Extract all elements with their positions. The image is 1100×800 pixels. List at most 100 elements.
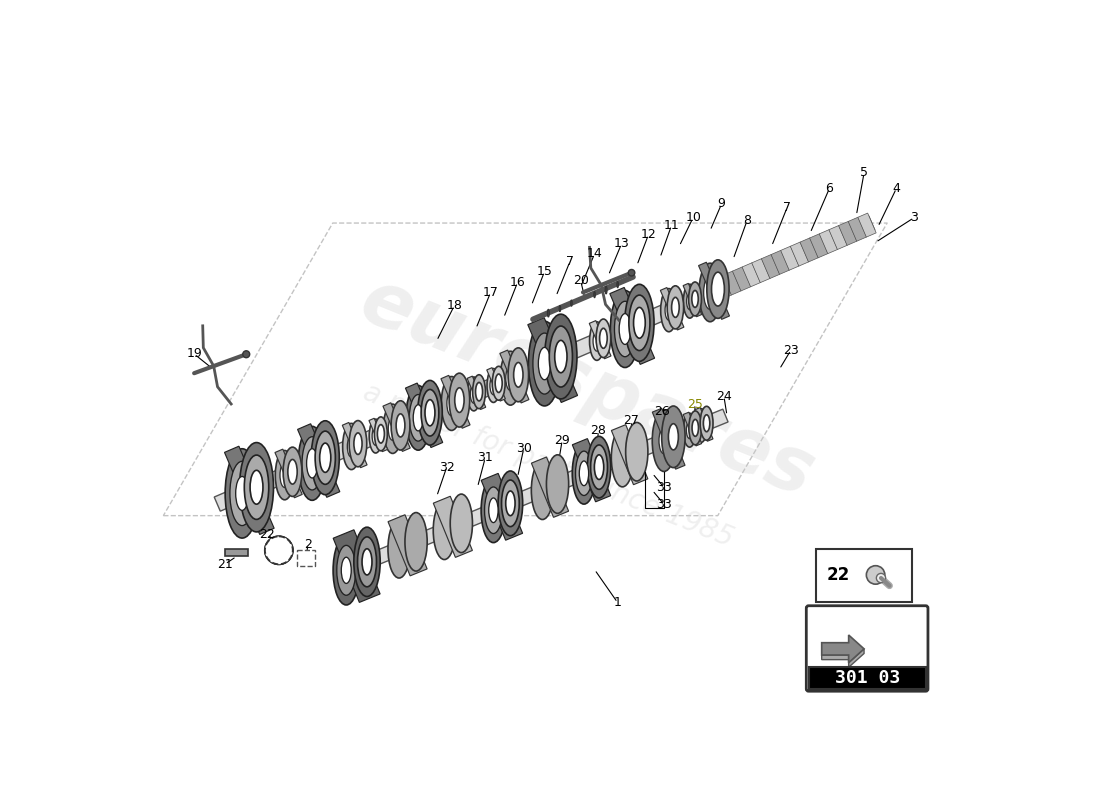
Polygon shape <box>433 496 472 558</box>
Ellipse shape <box>320 443 331 472</box>
Polygon shape <box>771 250 790 274</box>
Ellipse shape <box>700 406 713 440</box>
Ellipse shape <box>441 377 462 430</box>
Text: 24: 24 <box>716 390 732 403</box>
Ellipse shape <box>348 436 355 458</box>
Ellipse shape <box>318 438 333 478</box>
Ellipse shape <box>698 263 722 322</box>
Ellipse shape <box>666 300 673 320</box>
Text: 14: 14 <box>586 247 603 260</box>
Ellipse shape <box>226 449 260 538</box>
Polygon shape <box>487 368 505 401</box>
Ellipse shape <box>617 282 618 288</box>
Text: 7: 7 <box>783 201 791 214</box>
Ellipse shape <box>244 455 268 519</box>
Polygon shape <box>333 530 381 602</box>
Ellipse shape <box>508 348 529 402</box>
Ellipse shape <box>554 340 566 373</box>
Ellipse shape <box>506 491 515 516</box>
Polygon shape <box>683 412 702 446</box>
Ellipse shape <box>689 282 702 316</box>
Ellipse shape <box>388 418 397 440</box>
Polygon shape <box>800 238 818 262</box>
FancyBboxPatch shape <box>297 550 315 566</box>
Ellipse shape <box>486 493 500 528</box>
Circle shape <box>867 566 884 584</box>
Polygon shape <box>822 635 865 662</box>
Ellipse shape <box>383 404 402 454</box>
Ellipse shape <box>418 381 442 445</box>
Ellipse shape <box>492 366 505 400</box>
Ellipse shape <box>689 411 702 445</box>
Ellipse shape <box>612 428 634 487</box>
Ellipse shape <box>488 498 498 522</box>
Text: 29: 29 <box>554 434 570 446</box>
Ellipse shape <box>298 426 327 500</box>
Ellipse shape <box>594 455 604 479</box>
Ellipse shape <box>406 386 430 450</box>
Ellipse shape <box>625 284 654 362</box>
Ellipse shape <box>500 351 520 405</box>
Ellipse shape <box>549 326 572 387</box>
Text: 10: 10 <box>685 211 701 224</box>
Circle shape <box>265 537 293 564</box>
Text: 12: 12 <box>640 228 657 241</box>
Ellipse shape <box>250 470 263 504</box>
Ellipse shape <box>360 542 374 581</box>
Text: 23: 23 <box>783 344 799 357</box>
Ellipse shape <box>372 427 379 446</box>
Ellipse shape <box>409 394 427 441</box>
Ellipse shape <box>572 442 596 504</box>
Ellipse shape <box>707 260 729 318</box>
Ellipse shape <box>578 456 591 490</box>
Polygon shape <box>683 283 702 317</box>
Ellipse shape <box>411 400 425 436</box>
Ellipse shape <box>425 400 435 426</box>
Ellipse shape <box>490 376 497 394</box>
Polygon shape <box>733 267 751 291</box>
Ellipse shape <box>475 382 483 401</box>
Ellipse shape <box>370 419 382 453</box>
Text: 25: 25 <box>686 398 703 410</box>
Ellipse shape <box>669 424 679 450</box>
Ellipse shape <box>694 409 707 442</box>
Ellipse shape <box>591 445 607 490</box>
Ellipse shape <box>450 494 473 553</box>
Text: 20: 20 <box>573 274 588 287</box>
Ellipse shape <box>587 436 610 498</box>
Ellipse shape <box>662 406 685 468</box>
Ellipse shape <box>552 334 570 380</box>
Polygon shape <box>345 409 728 576</box>
Text: 30: 30 <box>516 442 531 455</box>
Ellipse shape <box>414 405 424 431</box>
Polygon shape <box>781 246 799 270</box>
Polygon shape <box>468 376 486 410</box>
Ellipse shape <box>354 527 381 597</box>
Ellipse shape <box>447 391 456 416</box>
Ellipse shape <box>538 347 551 380</box>
Ellipse shape <box>631 302 648 344</box>
Ellipse shape <box>280 463 289 487</box>
Ellipse shape <box>302 437 322 490</box>
Ellipse shape <box>288 459 297 484</box>
Ellipse shape <box>528 322 561 406</box>
Ellipse shape <box>498 471 522 536</box>
Ellipse shape <box>571 300 572 306</box>
Circle shape <box>265 537 293 564</box>
Ellipse shape <box>358 537 376 586</box>
Ellipse shape <box>532 333 557 394</box>
Ellipse shape <box>712 272 725 306</box>
Text: 22: 22 <box>827 566 850 584</box>
Ellipse shape <box>342 423 360 470</box>
Ellipse shape <box>405 513 427 571</box>
Polygon shape <box>499 350 529 403</box>
Ellipse shape <box>683 414 696 447</box>
Polygon shape <box>742 262 760 286</box>
Polygon shape <box>388 514 427 576</box>
Ellipse shape <box>617 308 634 350</box>
Ellipse shape <box>468 377 481 411</box>
Polygon shape <box>528 318 578 402</box>
Text: 27: 27 <box>624 414 639 427</box>
Ellipse shape <box>354 433 362 454</box>
Text: 21: 21 <box>217 558 233 570</box>
